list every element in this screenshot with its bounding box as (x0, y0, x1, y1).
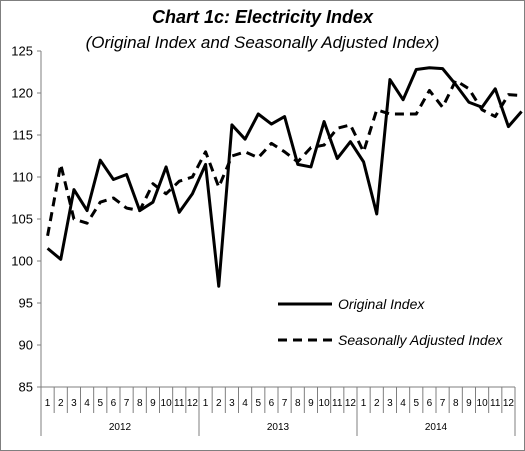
month-label: 2 (216, 398, 222, 409)
chart-subtitle: (Original Index and Seasonally Adjusted … (85, 33, 440, 52)
month-label: 1 (203, 398, 209, 409)
y-tick-label: 105 (11, 212, 33, 227)
legend: Original Index Seasonally Adjusted Index (278, 296, 503, 348)
month-label: 9 (466, 398, 472, 409)
year-label: 2013 (267, 422, 290, 433)
month-label: 8 (295, 398, 301, 409)
y-tick-label: 95 (19, 296, 33, 311)
month-label: 11 (174, 398, 185, 409)
month-label: 3 (387, 398, 393, 409)
series-line-2 (46, 78, 522, 237)
month-label: 1 (45, 398, 51, 409)
legend-label-1: Original Index (338, 296, 425, 312)
month-label: 9 (308, 398, 314, 409)
year-label: 2014 (425, 422, 448, 433)
chart-title: Chart 1c: Electricity Index (151, 7, 374, 27)
month-label: 12 (503, 398, 515, 409)
month-label: 4 (242, 398, 248, 409)
month-label: 4 (84, 398, 90, 409)
y-tick-label: 120 (11, 86, 33, 101)
series-layer (46, 66, 523, 288)
month-label: 10 (161, 398, 173, 409)
month-label: 7 (282, 398, 288, 409)
month-label: 3 (229, 398, 235, 409)
legend-label-2: Seasonally Adjusted Index (338, 332, 503, 348)
month-label: 2 (374, 398, 380, 409)
month-label: 2 (58, 398, 64, 409)
year-label: 2012 (109, 422, 132, 433)
y-tick-label: 85 (19, 380, 33, 395)
month-label: 12 (345, 398, 357, 409)
month-label: 6 (427, 398, 433, 409)
month-label: 8 (453, 398, 459, 409)
month-label: 5 (97, 398, 103, 409)
y-tick-label: 115 (12, 128, 33, 143)
y-tick-label: 90 (19, 338, 33, 353)
month-label: 4 (400, 398, 406, 409)
series-line-1 (46, 66, 523, 288)
month-label: 11 (490, 398, 501, 409)
month-label: 6 (269, 398, 275, 409)
month-label: 11 (332, 398, 343, 409)
month-label: 10 (319, 398, 331, 409)
month-label: 5 (413, 398, 419, 409)
month-label: 5 (255, 398, 261, 409)
month-label: 7 (440, 398, 446, 409)
month-label: 1 (361, 398, 367, 409)
month-label: 8 (137, 398, 143, 409)
month-label: 12 (187, 398, 199, 409)
month-label: 3 (71, 398, 77, 409)
month-label: 10 (477, 398, 489, 409)
month-label: 9 (150, 398, 156, 409)
month-label: 6 (111, 398, 117, 409)
month-label: 7 (124, 398, 130, 409)
y-tick-label: 125 (11, 44, 33, 59)
y-tick-label: 110 (12, 170, 33, 185)
y-tick-label: 100 (11, 254, 33, 269)
